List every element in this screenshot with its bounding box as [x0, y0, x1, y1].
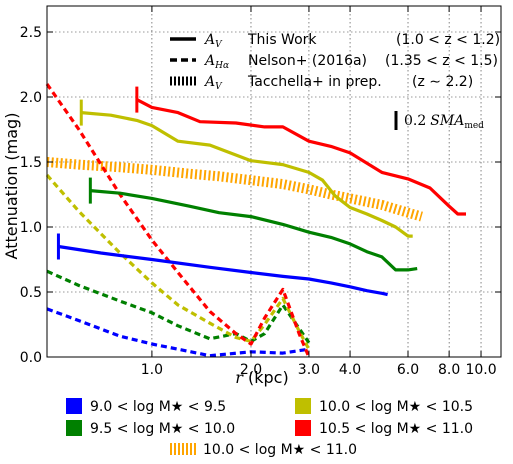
y-tick-label: 0.0: [20, 350, 42, 366]
series-line-dashed-blue: [46, 307, 310, 358]
legend-swatch-blue: [66, 398, 82, 414]
x-tick-label: 4.0: [339, 362, 361, 378]
legend-bottom-entry: 9.5 < log M★ < 10.0: [66, 420, 235, 437]
legend-top: AV This Work (1.0 < z < 1.2) AHα Nelson+…: [170, 32, 500, 92]
ticks: 1.0 2.0 3.0 4.0 6.0 8.0 10.0 0.0 0.5 1.0 1.5 2.0 2.5: [20, 6, 501, 378]
x-axis-label-unit: (kpc): [243, 368, 289, 387]
legend-bottom-entry: 9.0 < log M★ < 9.5: [66, 398, 226, 415]
legend-swatch-green: [66, 420, 82, 436]
legend-label: 9.0 < log M★ < 9.5: [90, 399, 226, 415]
legend-top-entry: AV This Work (1.0 < z < 1.2): [170, 32, 500, 50]
legend-bottom-entry: 10.0 < log M★ < 11.0: [170, 442, 357, 458]
x-tick-label: 6.0: [397, 362, 419, 378]
x-tick-label: 3.0: [298, 362, 320, 378]
x-axis-label-symbol: r: [235, 368, 244, 387]
legend-label: 10.0 < log M★ < 11.0: [203, 442, 357, 458]
legend-swatch-hatch: [194, 443, 196, 455]
y-axis-label: Attenuation (mag): [2, 113, 21, 260]
series-line-solid-red: [136, 98, 466, 216]
legend-top-range: (z ∼ 2.2): [412, 74, 473, 90]
series-group: [45, 83, 466, 358]
legend-label: 9.5 < log M★ < 10.0: [90, 421, 235, 437]
y-tick-label: 2.5: [20, 25, 42, 41]
grid: [47, 6, 501, 358]
legend-swatch-hatch: [170, 443, 172, 455]
legend-top-range: (1.35 < z < 1.5): [385, 53, 498, 69]
legend-label: 10.5 < log M★ < 11.0: [319, 421, 473, 437]
x-tick-label: 10.0: [465, 362, 496, 378]
legend-swatch-hatch: [182, 443, 184, 455]
legend-swatch-hatch: [174, 443, 176, 455]
plot-frame: [46, 5, 502, 358]
legend-top-text: Tacchella+ in prep.: [247, 74, 382, 90]
scale-bar: 0.2 SMAmed: [394, 111, 484, 131]
series-line-solid-blue: [58, 244, 388, 297]
legend-top-entry: AHα Nelson+ (2016a) (1.35 < z < 1.5): [170, 53, 498, 71]
legend-bottom-entry: 10.5 < log M★ < 11.0: [295, 420, 473, 437]
legend-swatch-red: [295, 420, 311, 436]
legend-swatch-olive: [295, 398, 311, 414]
legend-top-text: This Work: [247, 32, 317, 48]
legend-label: 10.0 < log M★ < 10.5: [319, 399, 473, 415]
legend-bottom-entry: 10.0 < log M★ < 10.5: [295, 398, 473, 415]
legend-swatch-hatch: [178, 443, 180, 455]
legend-swatch-hatch: [186, 443, 188, 455]
y-tick-label: 1.5: [20, 155, 42, 171]
series-line-hatched-orange: [46, 157, 423, 222]
x-tick-label: 1.0: [141, 362, 163, 378]
series-line-dashed-red: [45, 83, 311, 358]
series-line-solid-green: [90, 189, 418, 272]
y-tick-label: 2.0: [20, 90, 42, 106]
legend-top-symbol: AHα: [203, 53, 229, 71]
legend-top-range: (1.0 < z < 1.2): [396, 32, 500, 48]
y-tick-label: 0.5: [20, 285, 42, 301]
legend-top-entry: AV Tacchella+ in prep. (z ∼ 2.2): [170, 74, 473, 92]
series-line-dashed-green: [46, 269, 311, 344]
legend-swatch-hatch: [190, 443, 192, 455]
scale-bar-label: 0.2 SMAmed: [404, 113, 484, 131]
x-axis-label: r (kpc): [235, 368, 288, 387]
x-tick-label: 2.0: [240, 362, 262, 378]
y-tick-label: 1.0: [20, 220, 42, 236]
legend-top-text: Nelson+ (2016a): [248, 53, 367, 69]
legend-bottom: 9.0 < log M★ < 9.5 10.0 < log M★ < 10.5 …: [66, 398, 473, 458]
legend-top-symbol: AV: [203, 74, 223, 92]
legend-top-symbol: AV: [203, 32, 223, 50]
series-line-solid-olive: [81, 111, 413, 238]
marker-group: [56, 86, 139, 260]
x-tick-label: 8.0: [438, 362, 460, 378]
